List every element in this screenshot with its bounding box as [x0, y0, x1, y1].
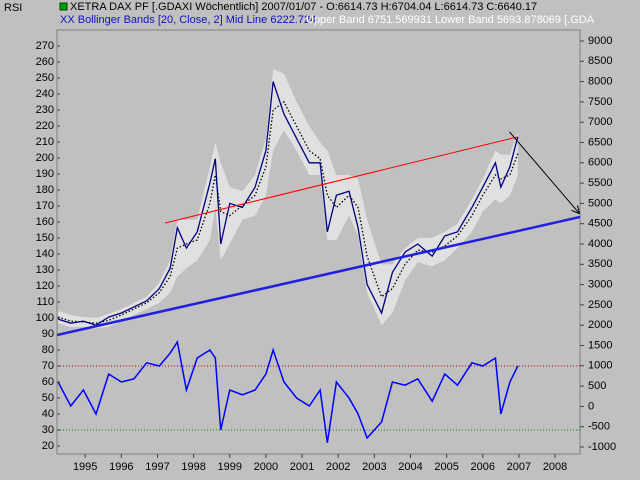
x-tick-label: 2004: [398, 461, 422, 473]
y2-tick-label: 8500: [588, 55, 612, 67]
y-tick-label: 190: [36, 168, 54, 180]
y-tick-label: 70: [42, 360, 54, 372]
y2-tick-label: 3000: [588, 279, 612, 291]
mid-line: [57, 100, 519, 324]
x-tick-label: 1997: [145, 461, 169, 473]
x-tick-label: 2003: [362, 461, 386, 473]
y2-tick-label: 4000: [588, 238, 612, 250]
y2-tick-label: 7500: [588, 96, 612, 108]
plot-layer: [57, 69, 580, 443]
header-line: Upper Band 6751.569931 Lower Band 5693.8…: [306, 14, 595, 26]
y-tick-label: 150: [36, 232, 54, 244]
y2-tick-label: 0: [588, 400, 594, 412]
y-tick-label: 200: [36, 152, 54, 164]
y-tick-label: 60: [42, 376, 54, 388]
y-tick-label: 40: [42, 408, 54, 420]
x-tick-label: 2005: [434, 461, 458, 473]
rsi-line: [57, 340, 519, 443]
y-tick-label: 30: [42, 424, 54, 436]
x-tick-label: 1999: [218, 461, 242, 473]
y-tick-label: 80: [42, 344, 54, 356]
x-tick-label: 2002: [326, 461, 350, 473]
y2-tick-label: 2000: [588, 319, 612, 331]
series-icon: [59, 2, 68, 11]
y-tick-label: 260: [36, 56, 54, 68]
y-tick-label: 110: [36, 296, 54, 308]
y2-tick-label: 7000: [588, 116, 612, 128]
y2-tick-label: 1500: [588, 339, 612, 351]
plot-area: [56, 29, 581, 455]
y2-tick-label: 8000: [588, 76, 612, 88]
trend-line: [57, 215, 580, 337]
bollinger-band: [58, 69, 518, 329]
y-tick-label: 250: [36, 72, 54, 84]
y-tick-label: 170: [36, 200, 54, 212]
y2-tick-label: -500: [588, 421, 610, 433]
y2-tick-label: 6000: [588, 157, 612, 169]
x-tick-label: 2001: [290, 461, 314, 473]
y-tick-label: 160: [36, 216, 54, 228]
trend-line: [164, 136, 518, 224]
header-line: XETRA DAX PF [.GDAXI Wöchentlich] 2007/0…: [70, 1, 537, 13]
y2-tick-label: 2500: [588, 299, 612, 311]
y2-tick-label: 4500: [588, 218, 612, 230]
y2-tick-label: 1000: [588, 360, 612, 372]
y-tick-label: 20: [42, 440, 54, 452]
indicator-label: RSI: [4, 2, 22, 14]
y-tick-label: 220: [36, 120, 54, 132]
y2-tick-label: 3500: [588, 258, 612, 270]
header-line: XX Bollinger Bands [20, Close, 2] Mid Li…: [60, 14, 316, 26]
y-tick-label: 210: [36, 136, 54, 148]
y2-tick-label: 500: [588, 380, 606, 392]
x-tick-label: 1998: [181, 461, 205, 473]
trend-line: [509, 131, 579, 213]
y-tick-label: 270: [36, 40, 54, 52]
price-line: [57, 81, 519, 326]
y2-tick-label: 9000: [588, 35, 612, 47]
y-tick-label: 140: [36, 248, 54, 260]
y-tick-label: 100: [36, 312, 54, 324]
x-tick-label: 2008: [543, 461, 567, 473]
y2-tick-label: 5500: [588, 177, 612, 189]
x-tick-label: 2006: [471, 461, 495, 473]
x-tick-label: 2000: [254, 461, 278, 473]
y-tick-label: 50: [42, 392, 54, 404]
y2-tick-label: -1000: [588, 441, 616, 453]
y-tick-label: 120: [36, 280, 54, 292]
y2-tick-label: 5000: [588, 197, 612, 209]
y-tick-label: 240: [36, 88, 54, 100]
x-tick-label: 2007: [507, 461, 531, 473]
x-tick-label: 1996: [109, 461, 133, 473]
y-tick-label: 230: [36, 104, 54, 116]
x-tick-label: 1995: [73, 461, 97, 473]
y2-tick-label: 6500: [588, 136, 612, 148]
y-tick-label: 90: [42, 328, 54, 340]
y-tick-label: 180: [36, 184, 54, 196]
y-tick-label: 130: [36, 264, 54, 276]
